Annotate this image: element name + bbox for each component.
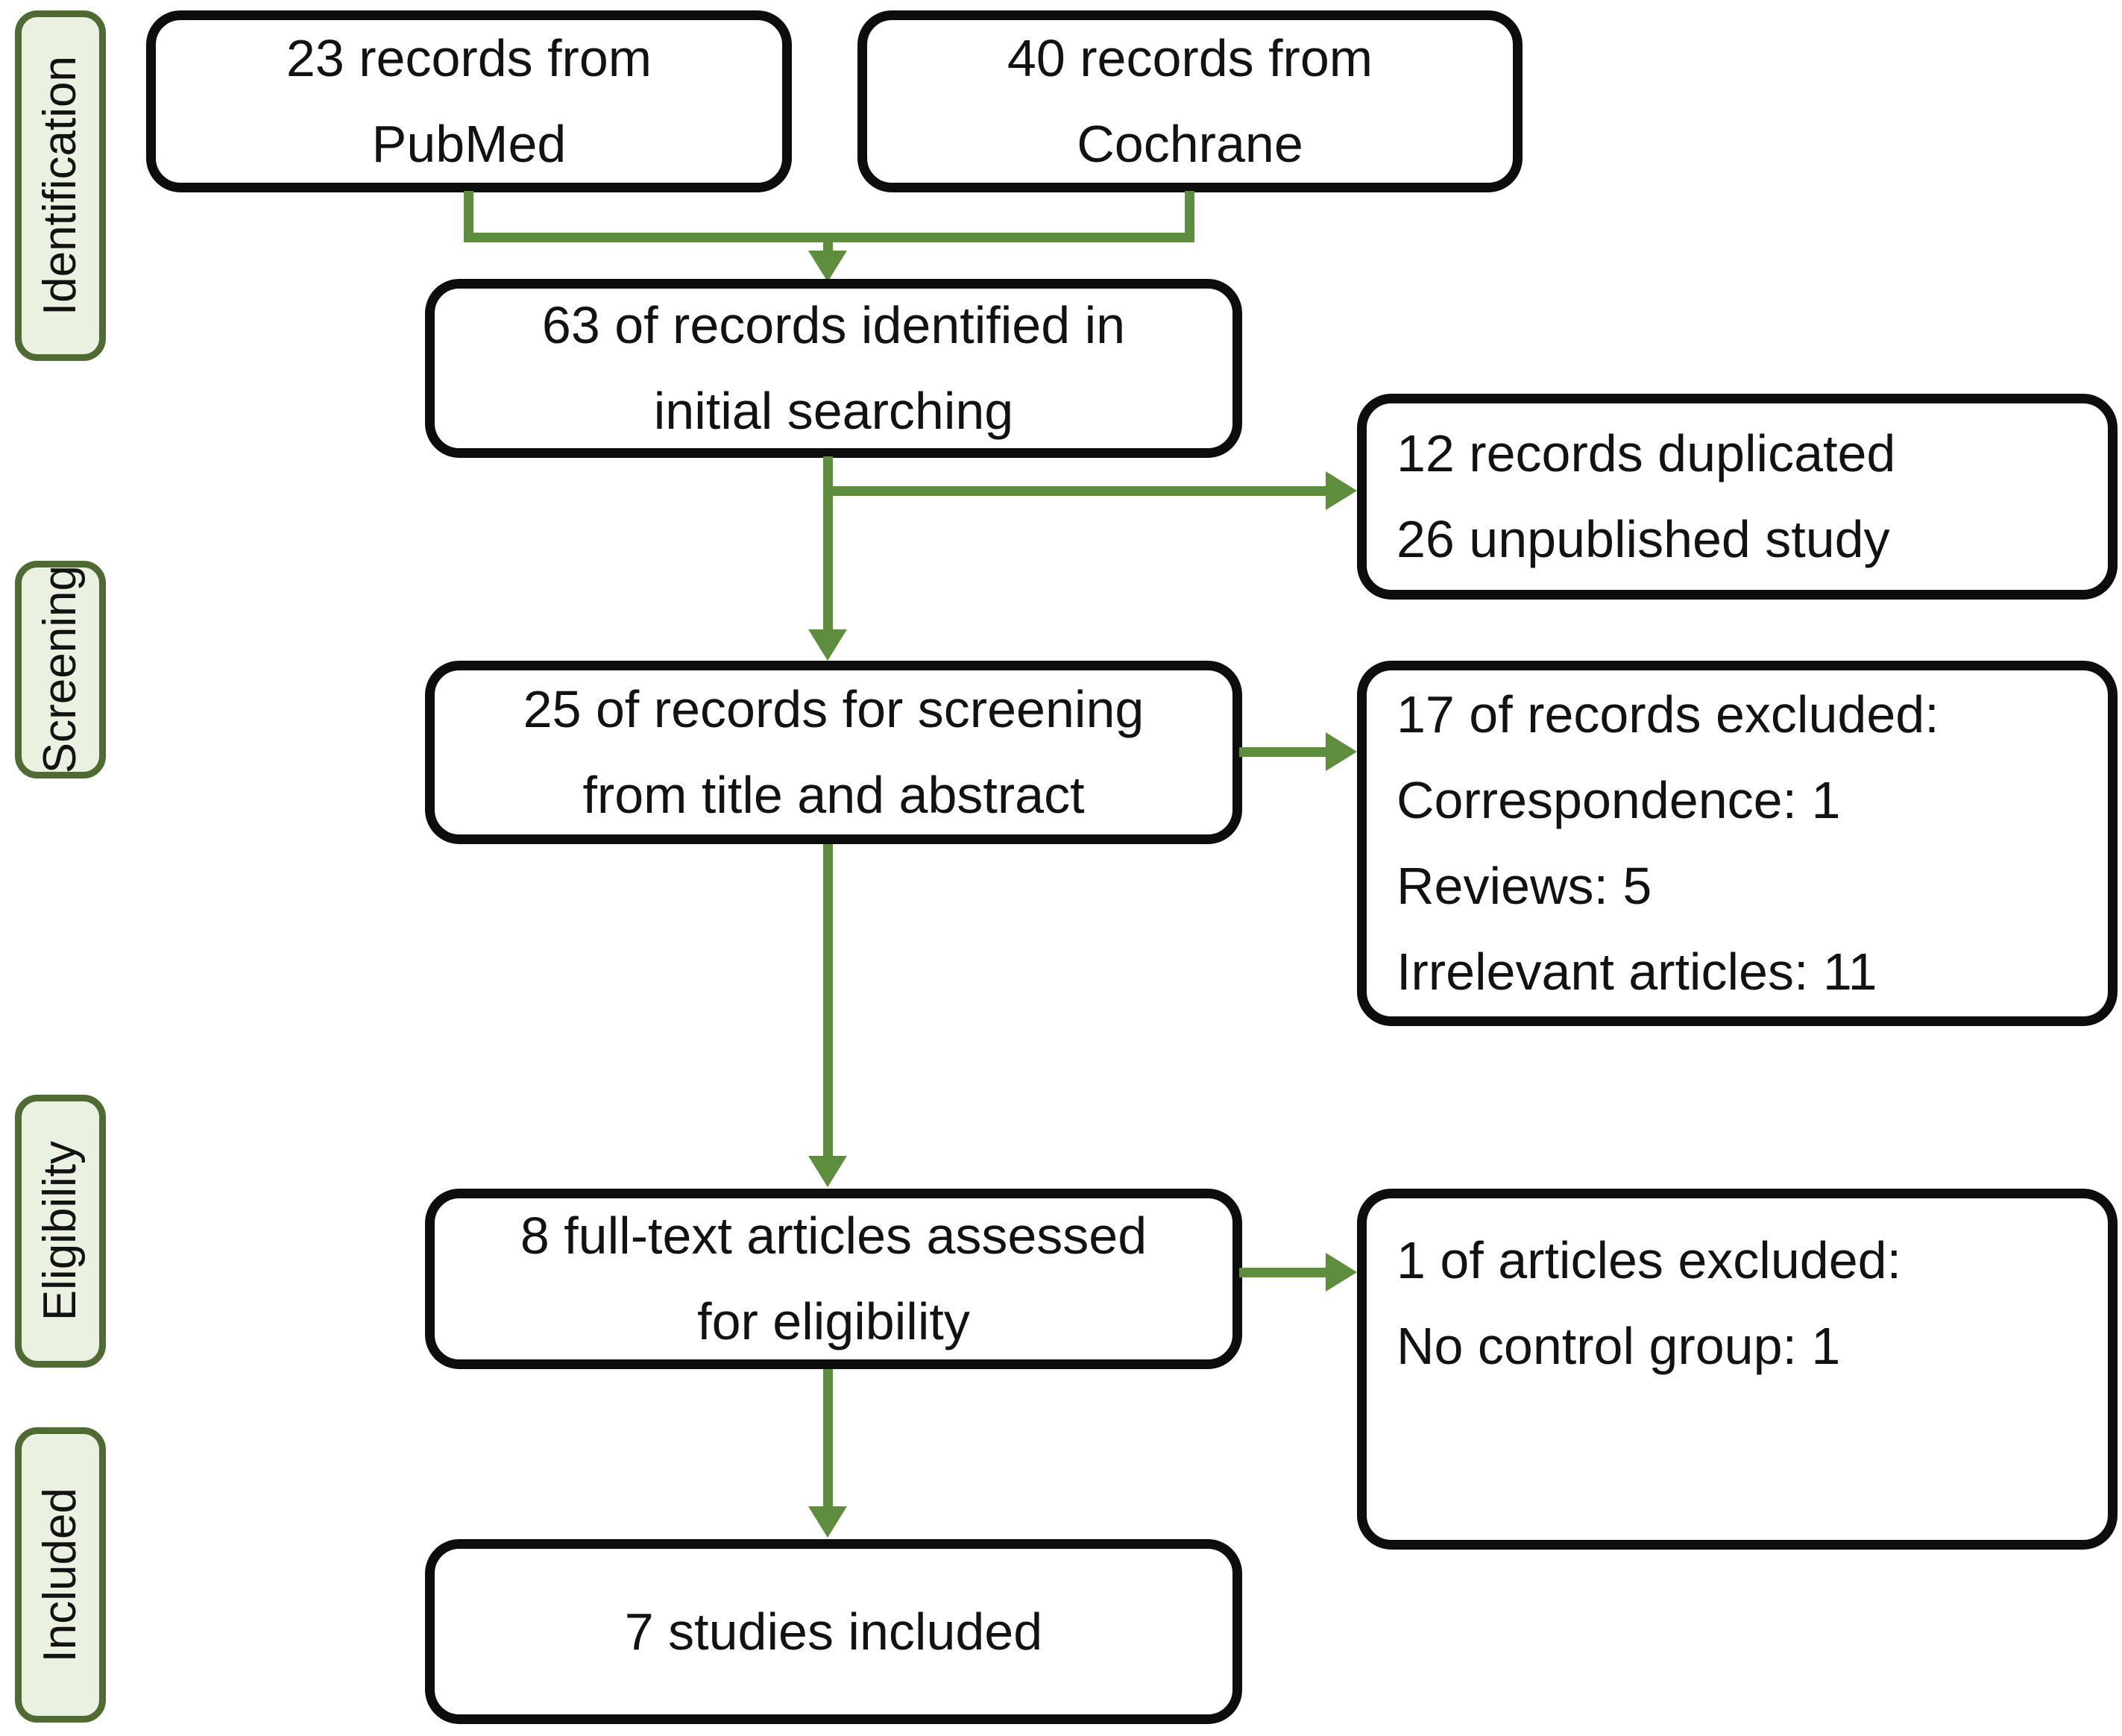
- stage-box-eligibility: Eligibility: [15, 1095, 106, 1368]
- box-line: PubMed: [371, 115, 567, 173]
- flow-box-duplicated: 12 records duplicated 26 unpublished stu…: [1357, 394, 2118, 600]
- box-line: 1 of articles excluded:: [1397, 1231, 1902, 1289]
- flow-box-included: 7 studies included: [425, 1539, 1242, 1724]
- box-line: 17 of records excluded:: [1397, 685, 1939, 744]
- box-line: for eligibility: [697, 1292, 970, 1350]
- connector-identified-down: [823, 456, 833, 634]
- flow-box-cochrane: 40 records from Cochrane: [857, 10, 1523, 192]
- box-line: 23 records from: [286, 29, 652, 88]
- box-line: from title and abstract: [582, 766, 1085, 824]
- stage-box-screening: Screening: [15, 561, 106, 779]
- connector-screened-down: [823, 844, 833, 1157]
- box-line: 25 of records for screening: [523, 680, 1145, 739]
- arrowhead-into-screened: [808, 629, 847, 661]
- arrowhead-into-identified: [808, 251, 847, 282]
- box-line: 12 records duplicated: [1397, 424, 1896, 483]
- stage-box-included: Included: [15, 1427, 106, 1723]
- box-line: Irrelevant articles: 11: [1397, 942, 1877, 1001]
- box-line: Cochrane: [1077, 115, 1303, 173]
- connector-pubmed-down: [464, 191, 473, 237]
- box-line: 7 studies included: [624, 1602, 1043, 1661]
- flow-box-pubmed: 23 records from PubMed: [146, 10, 792, 192]
- box-line: 26 unpublished study: [1397, 510, 1890, 568]
- connector-merge-stem: [823, 233, 833, 254]
- connector-fulltext-down: [823, 1369, 833, 1508]
- flow-box-identified: 63 of records identified in initial sear…: [425, 279, 1242, 458]
- flow-box-screened: 25 of records for screening from title a…: [425, 661, 1242, 844]
- box-line: initial searching: [653, 382, 1014, 440]
- flow-box-fulltext: 8 full-text articles assessed for eligib…: [425, 1189, 1242, 1369]
- arrowhead-into-duplicated: [1326, 471, 1357, 510]
- stage-label-identification: Identification: [34, 55, 86, 316]
- stage-label-included: Included: [34, 1487, 86, 1663]
- arrowhead-into-fulltext: [808, 1156, 847, 1187]
- box-line: 40 records from: [1007, 29, 1373, 88]
- connector-screened-right: [1239, 747, 1327, 757]
- stage-label-screening: Screening: [34, 565, 86, 774]
- box-line: 63 of records identified in: [541, 296, 1126, 355]
- box-line: No control group: 1: [1397, 1316, 1841, 1375]
- stage-box-identification: Identification: [15, 10, 106, 361]
- arrowhead-into-excluded-screening: [1326, 732, 1357, 771]
- arrowhead-into-included: [808, 1506, 847, 1538]
- stage-label-eligibility: Eligibility: [34, 1141, 86, 1321]
- box-line: 8 full-text articles assessed: [520, 1207, 1147, 1265]
- flow-box-excluded-screening: 17 of records excluded: Correspondence: …: [1357, 661, 2118, 1026]
- arrowhead-into-excluded-fulltext: [1326, 1253, 1357, 1292]
- box-line: Correspondence: 1: [1397, 771, 1841, 830]
- box-line: Reviews: 5: [1397, 857, 1652, 915]
- connector-fulltext-right: [1239, 1268, 1327, 1277]
- connector-cochrane-down: [1185, 191, 1194, 237]
- flow-box-excluded-fulltext: 1 of articles excluded: No control group…: [1357, 1189, 2118, 1550]
- connector-branch-duplicated: [823, 486, 1327, 496]
